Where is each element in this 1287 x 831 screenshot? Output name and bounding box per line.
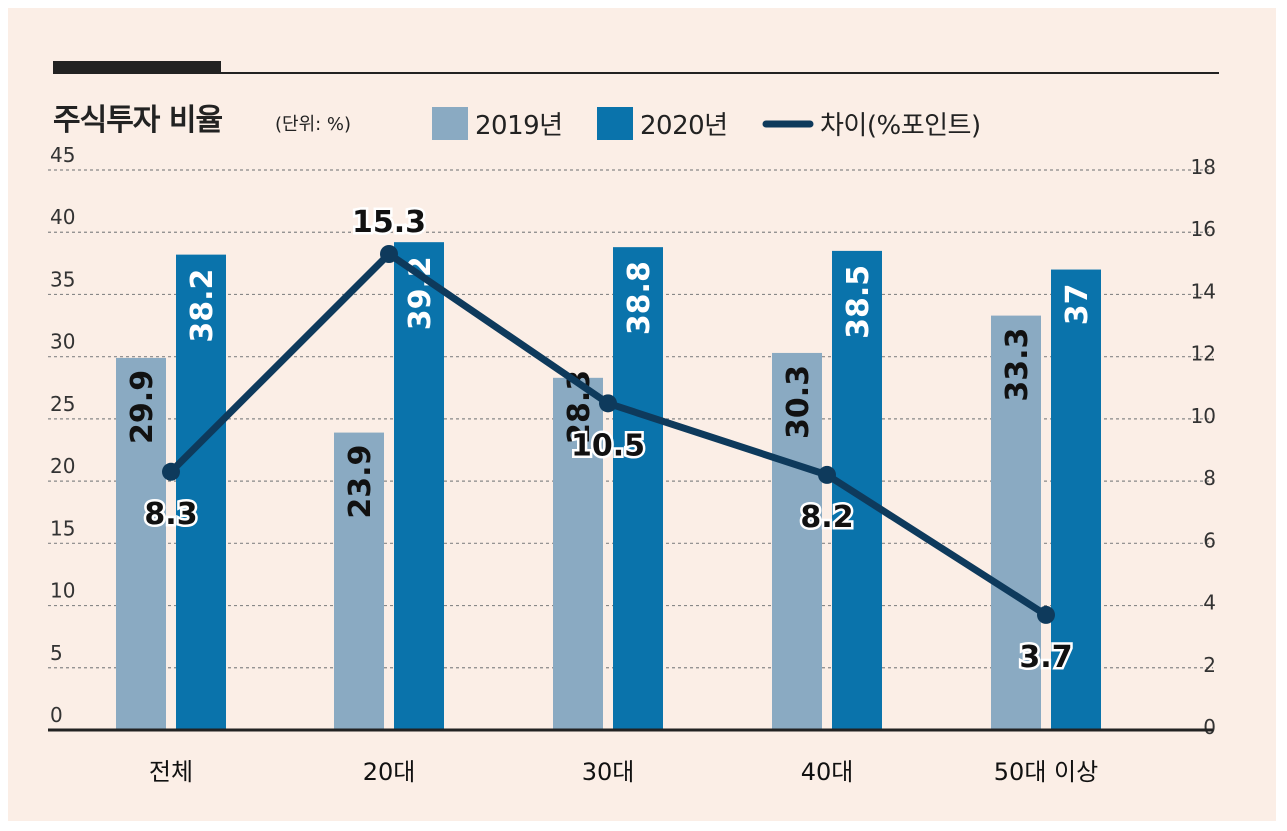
bar-2019-label: 29.9	[125, 370, 160, 444]
diff-point-label: 8.2	[800, 500, 853, 535]
left-tick-label: 15	[50, 516, 75, 540]
diff-point	[162, 462, 180, 481]
right-tick-label: 8	[1203, 466, 1216, 490]
left-tick-label: 0	[50, 703, 63, 727]
right-tick-label: 2	[1203, 653, 1216, 677]
right-tick-label: 16	[1191, 217, 1216, 241]
left-tick-label: 25	[50, 392, 75, 416]
category-labels: 전체 20대 30대 40대 50대 이상	[149, 758, 1098, 786]
diff-point-label: 10.5	[571, 428, 645, 463]
diff-point	[599, 394, 617, 413]
header-rule	[53, 61, 1219, 74]
left-tick-label: 5	[50, 641, 63, 665]
bar-2019	[334, 432, 384, 730]
bar-2019	[553, 377, 603, 730]
chart-title: 주식투자 비율	[53, 103, 222, 138]
left-tick-label: 45	[50, 143, 75, 167]
bar-2020	[394, 242, 444, 730]
category-label: 전체	[149, 758, 193, 786]
header-rule-thick	[53, 61, 221, 74]
diff-line: 8.3 15.3 10.5 8.2 3.7	[142, 203, 1075, 678]
left-tick-label: 20	[50, 454, 75, 478]
legend-label-diff: 차이(%포인트)	[820, 111, 981, 141]
right-tick-label: 0	[1203, 715, 1216, 739]
legend-swatch-2019	[432, 107, 468, 140]
right-tick-label: 18	[1191, 155, 1216, 179]
left-tick-label: 35	[50, 267, 75, 291]
chart-unit: (단위: %)	[275, 114, 351, 135]
bar-2019-label: 33.3	[1000, 328, 1035, 402]
bar-2019	[116, 357, 166, 730]
right-tick-label: 4	[1203, 591, 1216, 615]
legend-label-2019: 2019년	[475, 111, 563, 141]
category-label: 50대 이상	[994, 758, 1098, 786]
diff-point	[818, 465, 836, 484]
bar-2019	[991, 315, 1041, 730]
header-rule-thin	[221, 72, 1219, 74]
legend-swatch-2020	[597, 107, 633, 140]
diff-point-label: 15.3	[352, 205, 426, 240]
left-tick-label: 40	[50, 205, 75, 229]
legend: 2019년 2020년 차이(%포인트)	[432, 107, 981, 141]
bar-2019-label: 23.9	[343, 445, 378, 519]
right-tick-label: 10	[1191, 404, 1216, 428]
bar-2020	[176, 254, 226, 730]
diff-point	[1037, 605, 1055, 624]
diff-point-label: 3.7	[1019, 640, 1072, 675]
left-tick-label: 10	[50, 579, 75, 603]
combo-chart: 주식투자 비율 (단위: %) 2019년 2020년 차이(%포인트) 0 5 1…	[48, 61, 1219, 786]
bar-2019	[772, 352, 822, 730]
bar-2020-label: 37	[1060, 284, 1095, 326]
bar-2020-label: 38.2	[185, 269, 220, 343]
left-tick-label: 30	[50, 330, 75, 354]
category-label: 40대	[801, 758, 854, 786]
bar-2020	[1051, 269, 1101, 730]
left-axis: 0 5 10 15 20 25 30 35 40 45	[50, 143, 75, 727]
bar-2019-label: 30.3	[781, 365, 816, 439]
bar-2020	[613, 247, 663, 730]
chart-panel: 주식투자 비율 (단위: %) 2019년 2020년 차이(%포인트) 0 5 1…	[8, 8, 1276, 821]
legend-label-2020: 2020년	[640, 111, 728, 141]
bars: 29.938.223.939.228.338.830.338.533.337	[116, 242, 1101, 730]
bar-2020-label: 38.8	[622, 261, 657, 335]
category-label: 20대	[363, 758, 416, 786]
right-tick-label: 6	[1203, 528, 1216, 552]
bar-2020-label: 38.5	[841, 265, 876, 339]
category-label: 30대	[582, 758, 635, 786]
right-tick-label: 14	[1191, 279, 1216, 303]
right-axis: 0 2 4 6 8 10 12 14 16 18	[1191, 155, 1216, 739]
right-tick-label: 12	[1191, 342, 1216, 366]
diff-point	[380, 245, 398, 263]
diff-point-label: 8.3	[144, 497, 197, 532]
